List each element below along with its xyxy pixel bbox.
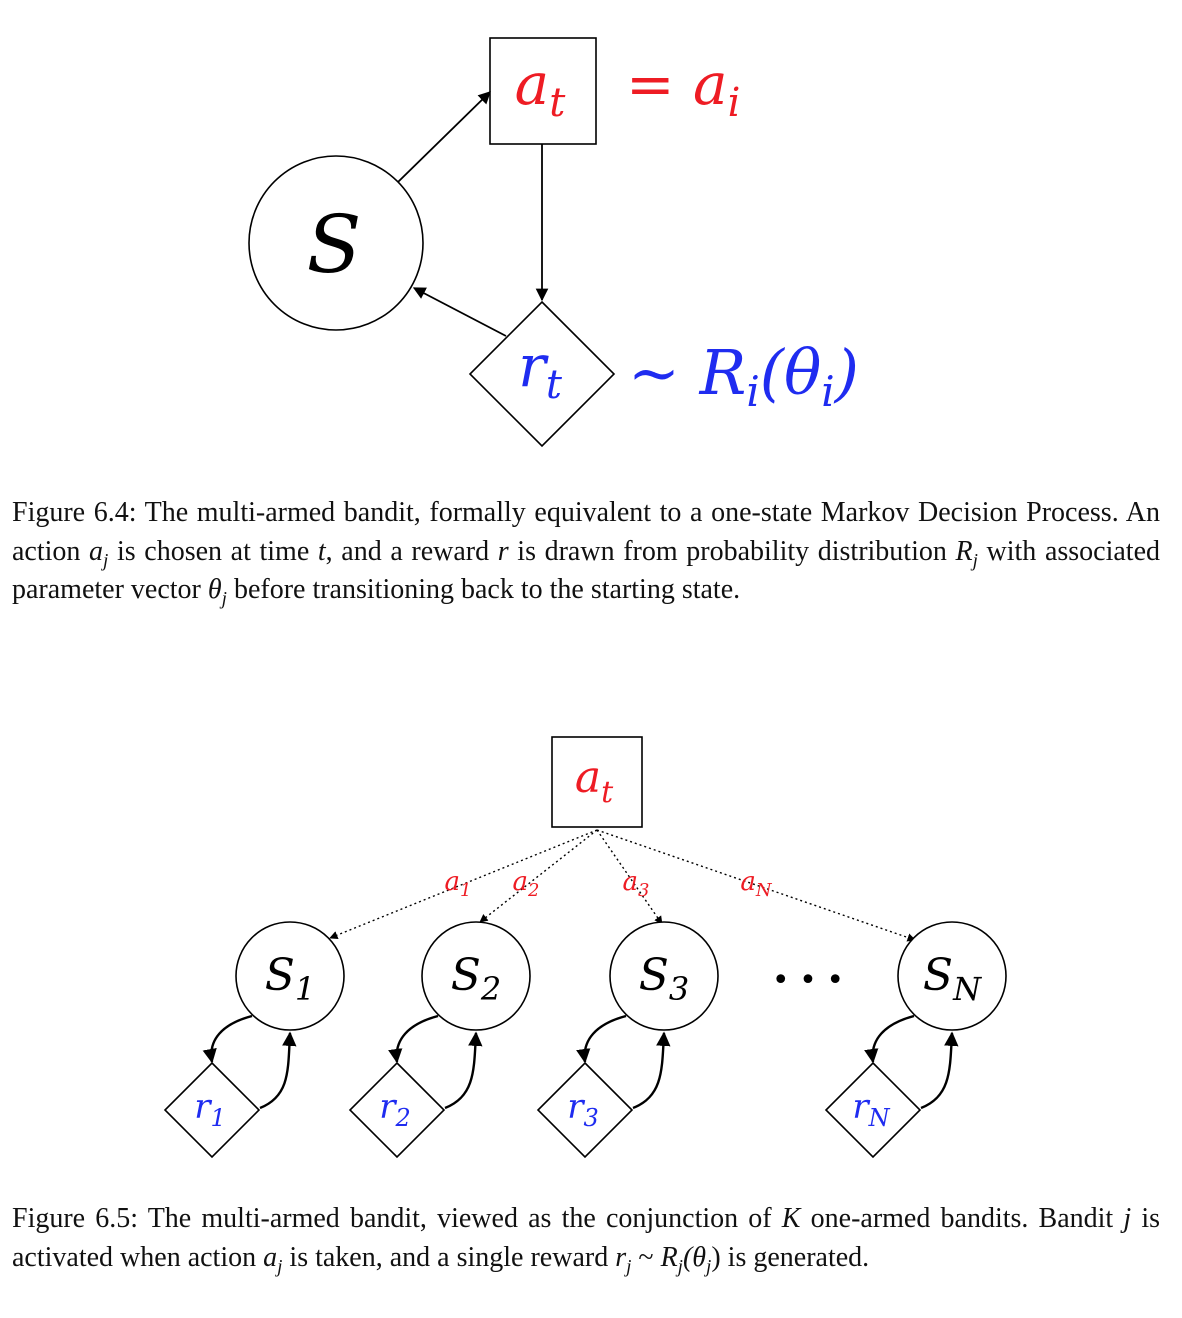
reward-label-2: r2	[379, 1087, 411, 1132]
reward-label-1: r1	[194, 1087, 226, 1132]
state-label-2: S2	[451, 950, 502, 1008]
state-label-3: S3	[639, 950, 690, 1008]
arrow-state-to-action	[397, 91, 491, 183]
dotted-edge-2	[479, 829, 598, 923]
reward-node-N	[824, 1061, 922, 1159]
dotted-edge-1	[329, 829, 598, 940]
state-node-3	[609, 921, 719, 1031]
dotted-edge-3	[596, 829, 663, 925]
state-node-1	[235, 921, 345, 1031]
arrow-reward-to-state	[412, 287, 507, 337]
action-label: at	[515, 50, 567, 126]
reward-label: rt	[518, 332, 563, 408]
state-node-N	[897, 921, 1007, 1031]
edge-label-1: a1	[445, 867, 472, 901]
state-label: S	[307, 198, 362, 291]
figure-6-4-caption: Figure 6.4: The multi-armed bandit, form…	[12, 497, 1161, 610]
figure-6-4-diagram: S at = ai rt ~ Ri(θi)	[248, 37, 859, 448]
action-label: at	[575, 752, 614, 810]
loop-state-to-reward-2	[388, 1014, 439, 1064]
action-node	[551, 736, 643, 828]
reward-node-1	[163, 1061, 261, 1159]
loop-state-to-reward-3	[576, 1014, 627, 1064]
loop-state-to-reward-N	[864, 1014, 915, 1064]
loop-reward-to-state-3	[632, 1031, 671, 1110]
reward-distribution: ~ Ri(θi)	[628, 336, 859, 416]
edge-label-3: a3	[623, 867, 650, 901]
dotted-edge-N	[596, 829, 916, 942]
reward-node	[468, 300, 616, 448]
state-label-N: SN	[923, 950, 982, 1008]
edge-label-2: a2	[513, 867, 540, 901]
loop-reward-to-state-2	[444, 1031, 483, 1110]
state-node	[248, 155, 424, 331]
loop-state-to-reward-1	[202, 1014, 253, 1064]
edge-label-N: aN	[740, 867, 773, 901]
state-label-1: S1	[265, 950, 316, 1008]
reward-node-2	[348, 1061, 446, 1159]
figure-6-5-caption: Figure 6.5: The multi-armed bandit, view…	[12, 1203, 1160, 1278]
action-equation: = ai	[626, 50, 740, 126]
reward-label-N: rN	[852, 1087, 890, 1132]
figure-6-5-diagram: at a1 a2 a3 aN S1 S2 S3 SN • • • r1 r2 r…	[163, 736, 1007, 1159]
reward-node-3	[536, 1061, 634, 1159]
reward-label-3: r3	[567, 1087, 599, 1132]
action-node	[489, 37, 597, 145]
state-node-2	[421, 921, 531, 1031]
loop-reward-to-state-1	[259, 1031, 297, 1110]
ellipsis: • • •	[772, 963, 844, 998]
loop-reward-to-state-N	[920, 1031, 959, 1110]
